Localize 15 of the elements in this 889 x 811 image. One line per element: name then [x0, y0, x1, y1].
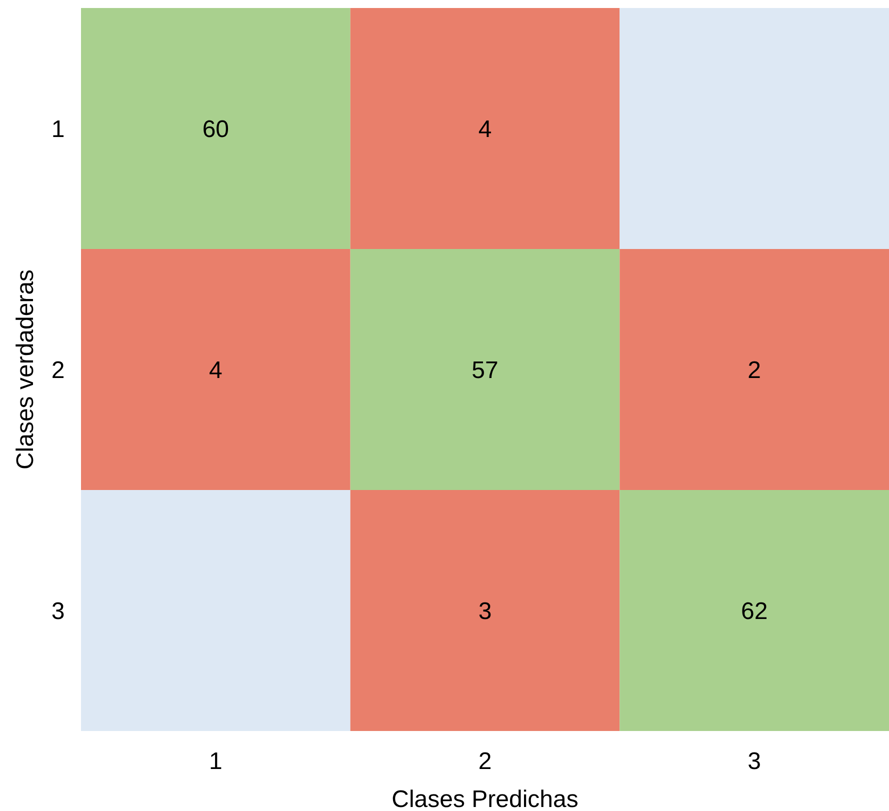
- y-tick-label: 1: [51, 116, 65, 143]
- data-label: 57: [472, 356, 498, 384]
- y-tick-label: 2: [51, 356, 65, 384]
- x-tick-label: 2: [478, 748, 492, 775]
- data-label: 62: [740, 598, 768, 625]
- data-label: 4: [478, 116, 492, 143]
- data-label: 2: [748, 356, 762, 384]
- data-label: 4: [208, 356, 222, 384]
- x-tick-label: 1: [208, 748, 222, 775]
- y-tick-label: 3: [51, 598, 65, 625]
- x-tick-label: 3: [748, 748, 762, 775]
- data-label: 60: [202, 116, 230, 143]
- x-axis-title: Clases Predichas: [392, 786, 578, 811]
- y-axis-title: Clases verdaderas: [12, 269, 39, 470]
- data-label: 3: [478, 598, 492, 625]
